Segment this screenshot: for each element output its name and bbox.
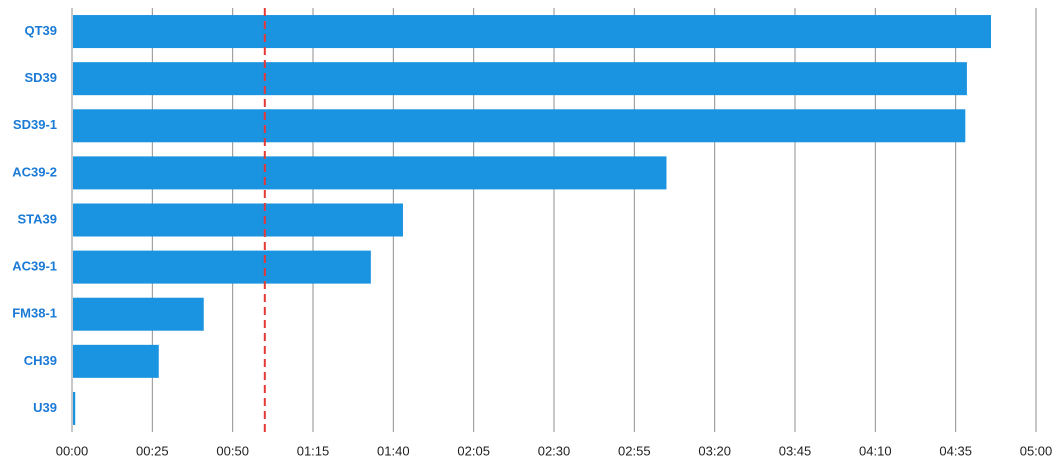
category-label: FM38-1 — [12, 306, 57, 321]
x-tick-label: 02:55 — [618, 443, 651, 458]
x-axis-ticks: 00:00 00:25 00:50 01:15 01:40 02:05 02:30 02:55… — [56, 443, 1053, 458]
x-tick-label: 05:00 — [1020, 443, 1053, 458]
bar — [73, 297, 204, 331]
bar — [73, 344, 159, 378]
category-label: AC39-2 — [12, 164, 57, 179]
x-tick-label: 00:25 — [136, 443, 169, 458]
category-label: AC39-1 — [12, 259, 57, 274]
x-tick-label: 01:15 — [297, 443, 330, 458]
bars — [73, 15, 992, 425]
bar — [73, 109, 966, 143]
bar — [73, 250, 371, 284]
bar — [73, 156, 667, 190]
x-tick-label: 00:50 — [216, 443, 249, 458]
x-tick-label: 03:45 — [779, 443, 812, 458]
x-tick-label: 01:40 — [377, 443, 410, 458]
x-tick-label: 04:10 — [859, 443, 892, 458]
category-label: CH39 — [24, 353, 57, 368]
bar — [73, 203, 403, 237]
category-label: SD39-1 — [13, 117, 57, 132]
category-label: SD39 — [24, 70, 57, 85]
x-tick-label: 04:35 — [939, 443, 972, 458]
bar — [73, 391, 76, 425]
bar — [73, 62, 967, 96]
bar — [73, 15, 992, 49]
category-label: U39 — [33, 400, 57, 415]
x-tick-label: 02:05 — [457, 443, 490, 458]
category-labels: QT39 SD39 SD39-1 AC39-2 STA39 AC39-1 FM38-1 CH3… — [12, 23, 57, 415]
x-tick-label: 02:30 — [538, 443, 571, 458]
x-tick-label: 00:00 — [56, 443, 89, 458]
category-label: STA39 — [18, 211, 58, 226]
category-label: QT39 — [24, 23, 57, 38]
x-tick-label: 03:20 — [698, 443, 731, 458]
